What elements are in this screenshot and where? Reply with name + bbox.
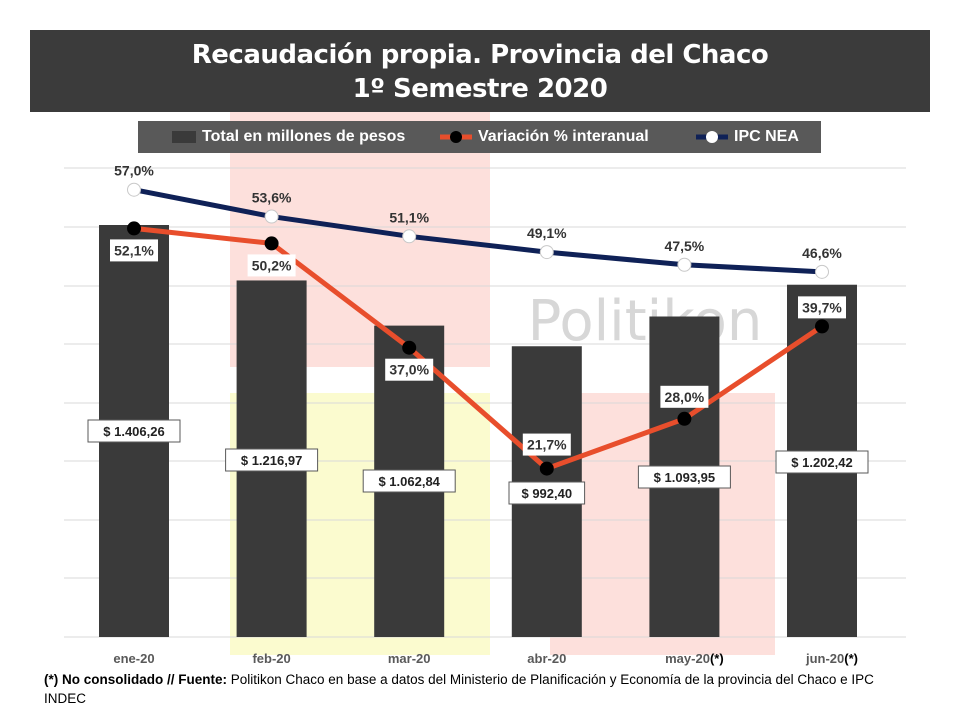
legend-ipc-label: IPC NEA [734,128,799,145]
category-note: (*) [844,651,858,666]
ipc-value-label: 51,1% [389,209,429,225]
variation-series-point-feb-20 [264,236,279,251]
category-tick-label: feb-20 [252,651,290,666]
bar-value-label: $ 1.216,97 [241,453,302,468]
bar-label-box [362,469,456,493]
footnote: (*) No consolidado // Fuente: Politikon … [44,670,914,708]
bar-label-box [775,450,869,474]
legend-ipc-marker-icon [696,130,728,143]
footnote-text: Politikon Chaco en base a datos del Mini… [44,672,874,706]
variation-label-box [522,433,571,456]
chart-title-bar: Recaudación propia. Provincia del Chaco … [30,30,930,112]
legend-bars: Total en millones de pesos [172,121,405,153]
ipc-series-point-mar-20 [402,229,417,244]
variation-value-label: 52,1% [114,242,154,258]
variation-value-label: 39,7% [802,299,842,315]
chart-legend: Total en millones de pesos Variación % i… [138,121,821,153]
bar-value-label: $ 1.062,84 [378,474,440,489]
category-tick-label: abr-20 [527,651,566,666]
chart-subtitle: 1º Semestre 2020 [352,74,608,104]
watermark-text: Politikon [528,289,763,354]
category-tick-label: jun-20(*) [805,651,858,666]
variation-value-label: 21,7% [527,437,567,453]
ipc-series-point-feb-20 [264,209,279,224]
ipc-value-label: 47,5% [665,238,705,254]
category-tick-label: may-20(*) [665,651,724,666]
variation-label-box [110,239,158,262]
footnote-source-label: (*) No consolidado // Fuente: [44,672,227,687]
variation-value-label: 37,0% [389,362,429,378]
variation-series-point-jun-20 [815,319,829,334]
legend-variation-label: Variación % interanual [478,128,649,145]
variation-label-box [798,296,846,319]
variation-series-point-mar-20 [402,340,417,355]
bar-label-box [87,419,181,443]
category-tick-label: ene-20 [113,651,154,666]
variation-label-box [660,385,709,408]
variation-value-label: 50,2% [252,257,292,273]
variation-label-box [385,358,434,381]
variation-label-box [247,254,296,277]
bar-label-box [637,465,731,489]
ipc-value-label: 53,6% [252,190,292,206]
chart-title: Recaudación propia. Provincia del Chaco [191,40,769,70]
variation-series-point-may-20 [677,411,692,426]
variation-series-point-ene-20 [127,221,141,236]
ipc-series-point-ene-20 [127,182,141,197]
legend-bars-label: Total en millones de pesos [202,128,406,145]
legend-bars-swatch [172,130,196,143]
bar-value-label: $ 1.406,26 [103,424,164,439]
ipc-value-label: 46,6% [802,245,842,261]
variation-value-label: 28,0% [665,389,705,405]
bar-value-label: $ 992,40 [521,486,572,501]
ipc-series-point-abr-20 [539,245,554,260]
bar-label-box [508,481,586,505]
ipc-series-point-may-20 [677,257,692,272]
legend-ipc: IPC NEA [694,121,799,153]
ipc-series-point-jun-20 [815,264,829,279]
legend-variation: Variación % interanual [438,121,649,153]
bar-value-label: $ 1.202,42 [791,455,852,470]
bar-value-label: $ 1.093,95 [654,470,715,485]
variation-series-point-abr-20 [539,461,554,476]
ipc-series-line [133,187,823,275]
category-note: (*) [710,651,724,666]
ipc-value-label: 57,0% [114,163,154,179]
category-tick-label: mar-20 [388,651,431,666]
bar-label-box [225,448,319,472]
ipc-value-label: 49,1% [527,225,567,241]
legend-variation-marker-icon [440,130,472,143]
